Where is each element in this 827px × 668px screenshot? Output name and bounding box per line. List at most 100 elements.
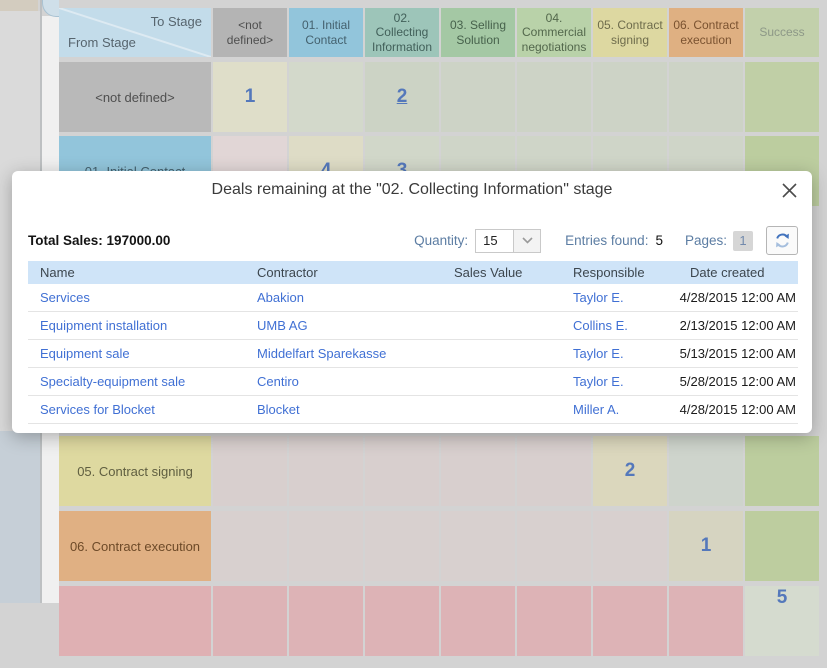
- responsible-link-cell: Collins E.: [561, 318, 678, 333]
- deal-name-link-cell: Specialty-equipment sale: [28, 374, 245, 389]
- table-row[interactable]: Equipment sale Middelfart Sparekasse Taylo…: [28, 340, 798, 368]
- date-created: 5/28/2015 12:00 AM: [680, 374, 796, 389]
- responsible-link[interactable]: Taylor E.: [573, 290, 624, 305]
- contractor-link-cell: Centiro: [245, 374, 442, 389]
- matrix-cell: [441, 62, 515, 132]
- matrix-cell: [593, 511, 667, 581]
- stage-column-header-4: 04. Commercial negotiations: [517, 8, 591, 57]
- contractor-link[interactable]: Middelfart Sparekasse: [257, 346, 386, 361]
- date-created-cell: 4/28/2015 12:00 AM: [678, 402, 798, 417]
- close-icon: [782, 183, 797, 198]
- date-created-cell: 2/13/2015 12:00 AM: [678, 318, 798, 333]
- matrix-cell: [365, 586, 439, 656]
- entries-found-value: 5: [655, 233, 663, 248]
- matrix-cell: [669, 436, 743, 506]
- matrix-cell: [441, 436, 515, 506]
- matrix-cell: [517, 62, 591, 132]
- column-header-name: Name: [28, 265, 245, 280]
- deal-name-link-cell: Services: [28, 290, 245, 305]
- total-sales: Total Sales: 197000.00: [28, 233, 170, 248]
- page-number-button[interactable]: 1: [733, 231, 753, 251]
- chevron-down-icon: [522, 237, 533, 244]
- date-created: 4/28/2015 12:00 AM: [680, 402, 796, 417]
- dialog-toolbar: Total Sales: 197000.00 Quantity: 15 Entr…: [28, 227, 798, 254]
- table-row[interactable]: Equipment installation UMB AG Collins E. 2/…: [28, 312, 798, 340]
- matrix-cell: [289, 62, 363, 132]
- table-row[interactable]: Specialty-equipment sale Centiro Taylor E.…: [28, 368, 798, 396]
- stage-column-header-7: Success: [745, 8, 819, 57]
- deal-name-link[interactable]: Specialty-equipment sale: [40, 374, 185, 389]
- matrix-cell: [365, 511, 439, 581]
- contractor-link-cell: Blocket: [245, 402, 442, 417]
- matrix-cell: [289, 436, 363, 506]
- contractor-link-cell: Abakion: [245, 290, 442, 305]
- date-created: 5/13/2015 12:00 AM: [680, 346, 796, 361]
- contractor-link[interactable]: Abakion: [257, 290, 304, 305]
- matrix-cell[interactable]: 2: [593, 436, 667, 506]
- contractor-link-cell: Middelfart Sparekasse: [245, 346, 442, 361]
- matrix-cell: [517, 586, 591, 656]
- table-row[interactable]: Services Abakion Taylor E. 4/28/2015 12:00 …: [28, 284, 798, 312]
- contractor-link[interactable]: Centiro: [257, 374, 299, 389]
- matrix-row-label: <not defined>: [59, 62, 211, 132]
- refresh-button[interactable]: [766, 226, 798, 255]
- deals-table-header: NameContractorSales ValueResponsibleDate…: [28, 261, 798, 284]
- deal-name-link[interactable]: Equipment installation: [40, 318, 167, 333]
- close-button[interactable]: [779, 180, 799, 200]
- deal-name-link-cell: Equipment sale: [28, 346, 245, 361]
- contractor-link-cell: UMB AG: [245, 318, 442, 333]
- dialog-title: Deals remaining at the "02. Collecting I…: [12, 171, 812, 199]
- deal-count-link[interactable]: 1: [701, 535, 712, 557]
- matrix-cell: [669, 62, 743, 132]
- date-created-cell: 5/13/2015 12:00 AM: [678, 346, 798, 361]
- stage-column-header-0: <not defined>: [213, 8, 287, 57]
- responsible-link[interactable]: Taylor E.: [573, 346, 624, 361]
- column-header-sales-value: Sales Value: [442, 265, 561, 280]
- matrix-cell[interactable]: 1: [669, 511, 743, 581]
- date-created: 2/13/2015 12:00 AM: [680, 318, 796, 333]
- responsible-link[interactable]: Miller A.: [573, 402, 619, 417]
- quantity-dropdown-button[interactable]: [513, 229, 541, 253]
- stage-column-header-5: 05. Contract signing: [593, 8, 667, 57]
- responsible-link[interactable]: Taylor E.: [573, 374, 624, 389]
- matrix-row-label: 05. Contract signing: [59, 436, 211, 506]
- to-stage-label: To Stage: [151, 14, 202, 29]
- deal-name-link[interactable]: Services: [40, 290, 90, 305]
- deal-name-link[interactable]: Services for Blocket: [40, 402, 155, 417]
- deal-name-link-cell: Equipment installation: [28, 318, 245, 333]
- matrix-cell[interactable]: 2: [365, 62, 439, 132]
- deal-count-link[interactable]: 5: [777, 587, 788, 609]
- deal-count-link[interactable]: 2: [397, 86, 408, 108]
- quantity-select[interactable]: 15: [475, 229, 541, 253]
- contractor-link[interactable]: UMB AG: [257, 318, 308, 333]
- matrix-cell[interactable]: 1: [213, 62, 287, 132]
- column-header-date-created: Date created: [678, 265, 798, 280]
- matrix-row-fail: 5: [59, 586, 819, 656]
- deal-count-link[interactable]: 1: [245, 86, 256, 108]
- matrix-row-label: [59, 586, 211, 656]
- matrix-cell: [441, 511, 515, 581]
- deals-dialog: Deals remaining at the "02. Collecting I…: [12, 171, 812, 433]
- quantity-value[interactable]: 15: [475, 229, 513, 253]
- matrix-header-row: To Stage From Stage <not defined>01. Ini…: [59, 8, 819, 57]
- date-created: 4/28/2015 12:00 AM: [680, 290, 796, 305]
- quantity-label: Quantity:: [414, 233, 468, 248]
- matrix-cell: [745, 436, 819, 506]
- matrix-cell: [593, 586, 667, 656]
- deal-name-link-cell: Services for Blocket: [28, 402, 245, 417]
- matrix-cell: [289, 586, 363, 656]
- responsible-link[interactable]: Collins E.: [573, 318, 628, 333]
- deal-name-link[interactable]: Equipment sale: [40, 346, 130, 361]
- matrix-cell: [441, 586, 515, 656]
- matrix-cell: [593, 62, 667, 132]
- deals-table: NameContractorSales ValueResponsibleDate…: [28, 261, 798, 424]
- table-row[interactable]: Services for Blocket Blocket Miller A. 4/28…: [28, 396, 798, 424]
- matrix-cell: [213, 586, 287, 656]
- refresh-icon: [774, 232, 791, 249]
- matrix-cell[interactable]: 5: [745, 586, 819, 656]
- column-header-responsible: Responsible: [561, 265, 678, 280]
- matrix-row-c05: 05. Contract signing 2: [59, 436, 819, 506]
- contractor-link[interactable]: Blocket: [257, 402, 300, 417]
- deal-count-link[interactable]: 2: [625, 460, 636, 482]
- stage-column-header-6: 06. Contract execution: [669, 8, 743, 57]
